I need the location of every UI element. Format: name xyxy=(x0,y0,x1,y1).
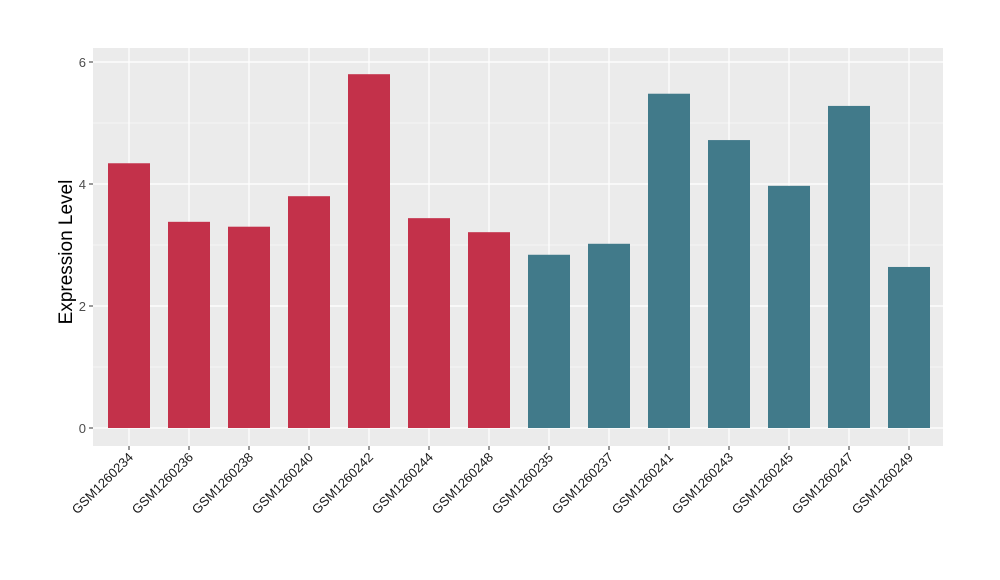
x-tick-label: GSM1260244 xyxy=(369,450,436,517)
x-tick-label: GSM1260238 xyxy=(189,450,256,517)
x-axis: GSM1260234GSM1260236GSM1260238GSM1260240… xyxy=(69,446,916,517)
x-tick-label: GSM1260237 xyxy=(549,450,616,517)
plot-panel xyxy=(93,48,943,446)
bar-GSM1260242 xyxy=(348,74,390,428)
x-tick-label: GSM1260245 xyxy=(729,450,796,517)
x-tick-label: GSM1260235 xyxy=(489,450,556,517)
y-tick-label: 4 xyxy=(79,177,86,192)
y-tick-label: 0 xyxy=(79,421,86,436)
bar-GSM1260244 xyxy=(408,218,450,428)
bar-GSM1260236 xyxy=(168,221,210,428)
bar-GSM1260238 xyxy=(228,226,270,428)
bar-GSM1260241 xyxy=(648,93,690,428)
x-tick-label: GSM1260236 xyxy=(129,450,196,517)
y-tick-label: 6 xyxy=(79,55,86,70)
bar-GSM1260249 xyxy=(888,266,930,428)
x-tick-label: GSM1260240 xyxy=(249,450,316,517)
x-tick-label: GSM1260249 xyxy=(849,450,916,517)
y-axis: 0 2 4 6 xyxy=(79,55,93,436)
x-tick-label: GSM1260241 xyxy=(609,450,676,517)
bar-GSM1260235 xyxy=(528,254,570,428)
bar-GSM1260237 xyxy=(588,243,630,428)
bars xyxy=(108,74,930,429)
x-tick-label: GSM1260243 xyxy=(669,450,736,517)
x-tick-label: GSM1260242 xyxy=(309,450,376,517)
bar-GSM1260248 xyxy=(468,232,510,428)
y-axis-label: Expression Level xyxy=(56,180,77,325)
x-tick-label: GSM1260248 xyxy=(429,450,496,517)
bar-GSM1260243 xyxy=(708,140,750,428)
bar-GSM1260240 xyxy=(288,196,330,428)
x-tick-label: GSM1260234 xyxy=(69,450,136,517)
x-tick-label: GSM1260247 xyxy=(789,450,856,517)
bar-GSM1260245 xyxy=(768,185,810,428)
bar-GSM1260234 xyxy=(108,163,150,428)
y-tick-label: 2 xyxy=(79,299,86,314)
bar-GSM1260247 xyxy=(828,105,870,429)
